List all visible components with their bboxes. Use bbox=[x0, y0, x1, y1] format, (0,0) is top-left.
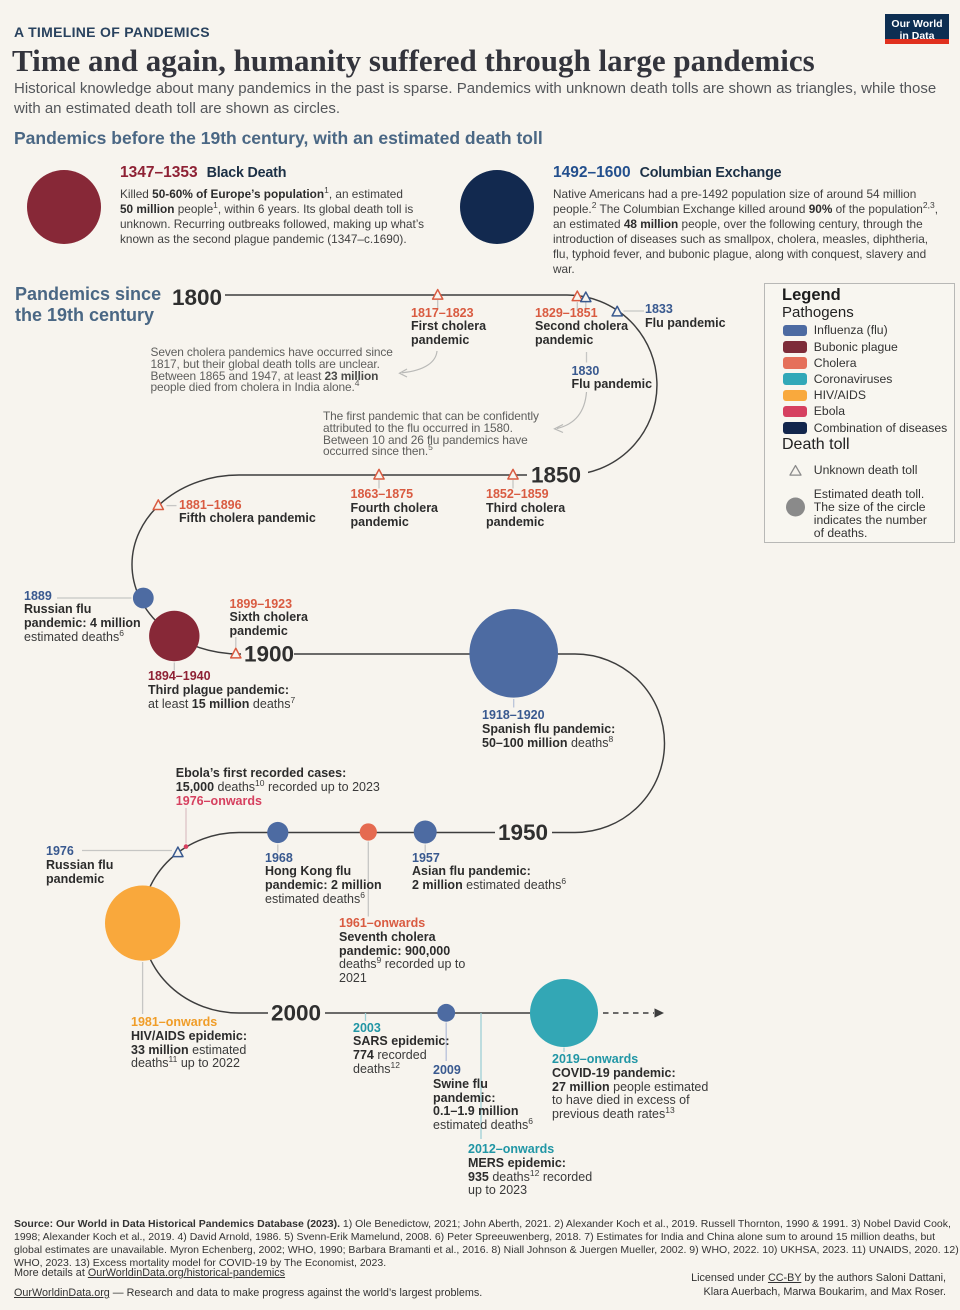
svg-text:2000: 2000 bbox=[271, 1001, 321, 1026]
svg-text:1800: 1800 bbox=[172, 285, 222, 310]
svg-text:1950: 1950 bbox=[498, 820, 548, 845]
svg-text:1900: 1900 bbox=[244, 642, 294, 667]
svg-text:1850: 1850 bbox=[531, 463, 581, 488]
